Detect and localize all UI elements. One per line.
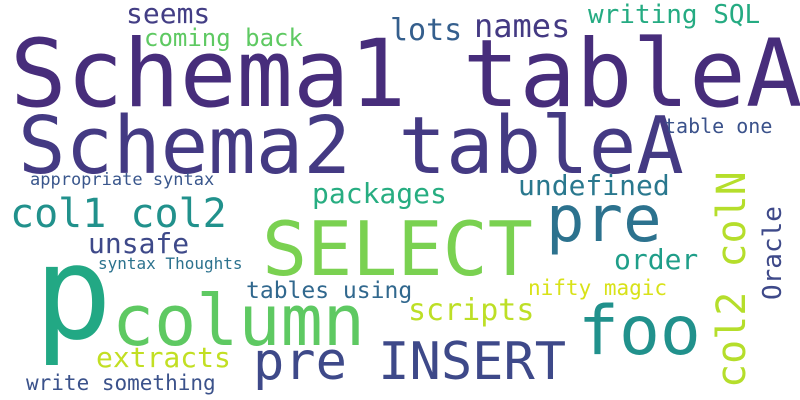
word: tables using (246, 278, 413, 304)
word: lots (390, 13, 463, 48)
word: col2 colN (709, 171, 755, 388)
word: write something (26, 371, 216, 395)
word: order (614, 243, 699, 276)
word: foo (578, 292, 701, 371)
word: Schema1 tableA (10, 20, 800, 129)
word: col1 col2 (10, 191, 227, 237)
word: SELECT (262, 205, 533, 293)
word: p (34, 217, 113, 369)
word: extracts (96, 341, 231, 374)
word: syntax Thoughts (98, 254, 243, 273)
word: pre INSERT (253, 332, 567, 392)
word: names (474, 7, 571, 45)
word: Oracle (758, 206, 788, 300)
word: column (112, 280, 365, 362)
word: appropriate syntax (30, 170, 215, 190)
word: pre (546, 183, 662, 257)
word: packages (312, 177, 447, 210)
word: seems (126, 0, 211, 30)
word: Schema2 tableA (18, 100, 684, 192)
word: table one (664, 114, 773, 138)
word: nifty magic (528, 276, 668, 300)
word: writing SQL (588, 0, 761, 30)
word: coming back (144, 24, 303, 52)
word: scripts (408, 293, 535, 328)
word: undefined (518, 169, 670, 202)
word: unsafe (88, 227, 190, 260)
